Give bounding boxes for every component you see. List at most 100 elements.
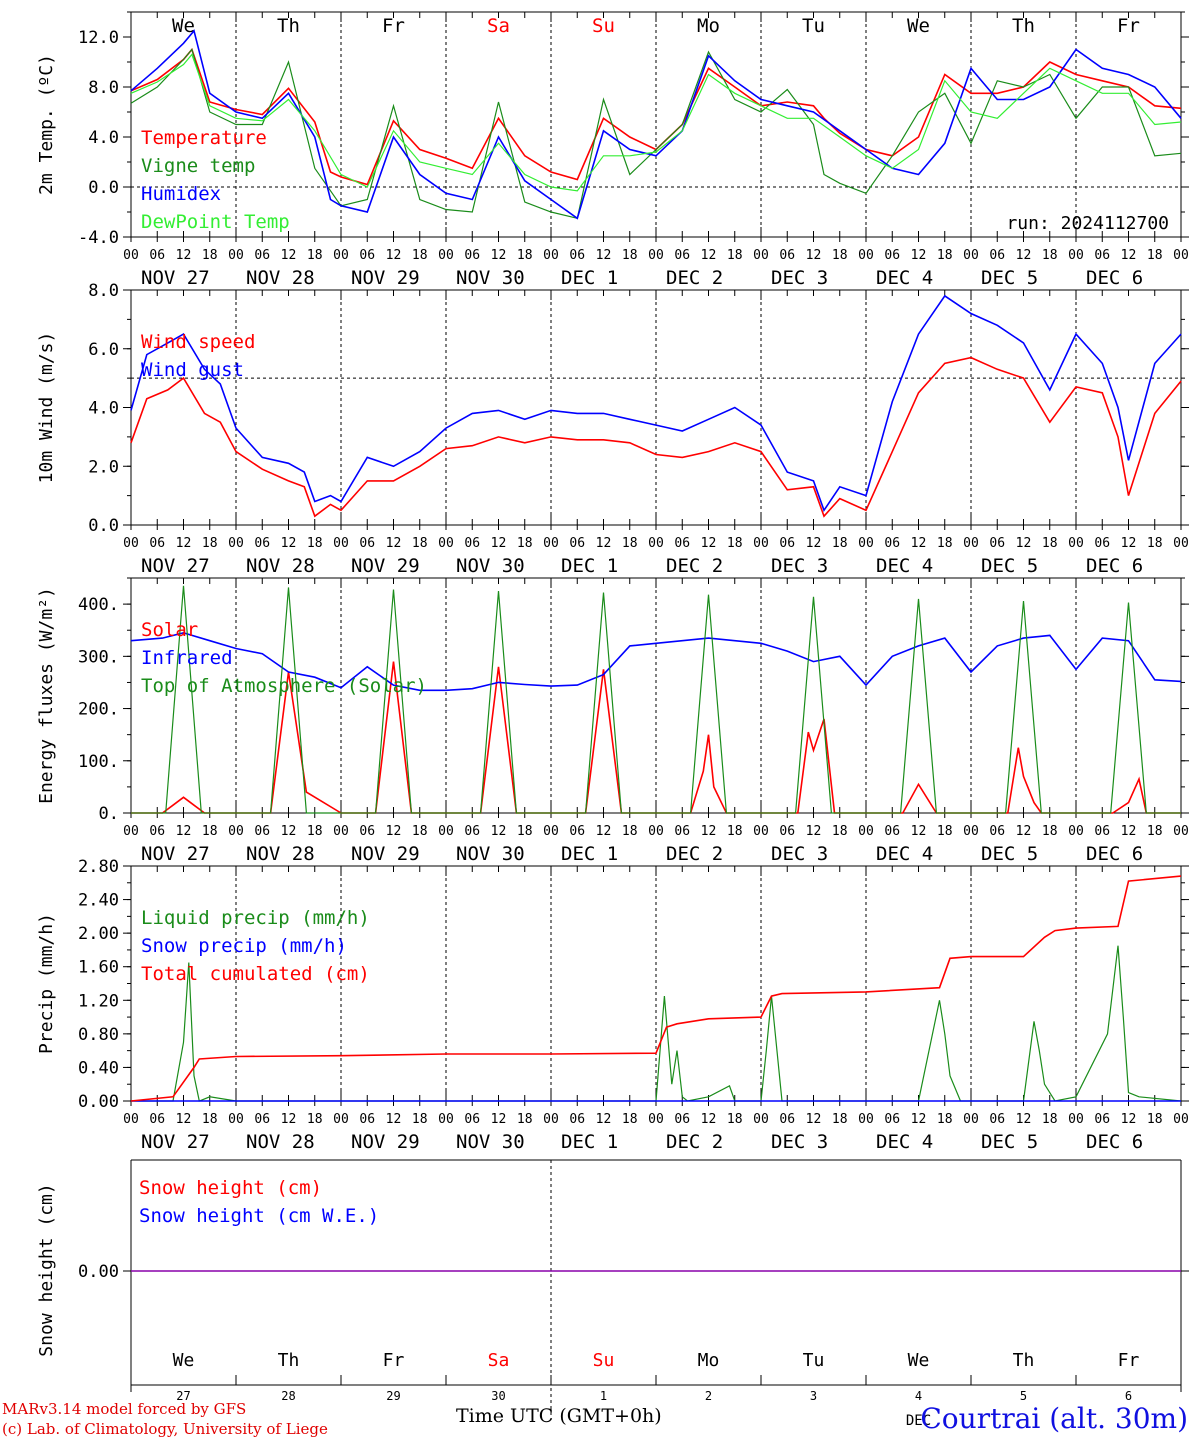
legend-entry: Wind speed <box>141 331 255 353</box>
x-tick-label: 06 <box>989 248 1005 263</box>
series-line-dewpoint-temp <box>130 53 1182 192</box>
x-tick-label: 06 <box>779 1112 795 1127</box>
run-annotation: run: 2024112700 <box>1006 213 1169 234</box>
x-tick-label: 00 <box>333 1112 349 1127</box>
y-axis-title: Precip (mm/h) <box>36 913 57 1054</box>
legend-entry: Top of Atmosphere (Solar) <box>141 675 427 697</box>
x-tick-label: 00 <box>858 1112 874 1127</box>
date-label: NOV 29 <box>351 555 420 577</box>
x-tick-label: 18 <box>1147 248 1163 263</box>
x-tick-label: 00 <box>438 248 454 263</box>
series-line-vigne-temp <box>130 48 1182 220</box>
x-tick-label: 00 <box>333 824 349 839</box>
date-label: DEC 5 <box>981 267 1038 289</box>
date-label: DEC 6 <box>1086 267 1143 289</box>
x-tick-label: 06 <box>884 248 900 263</box>
legend-entry: DewPoint Temp <box>141 211 290 233</box>
day-name-label: Tu <box>803 1350 825 1371</box>
y-tick-label: 200. <box>78 700 119 720</box>
day-name-label: Fr <box>1118 1350 1140 1371</box>
date-label: DEC 4 <box>876 843 933 865</box>
date-label: DEC 5 <box>981 1131 1038 1153</box>
legend-entry: Vigne temp <box>141 155 255 177</box>
day-name-label: We <box>908 1350 930 1371</box>
y-axis-title: Energy fluxes (W/m²) <box>36 587 57 804</box>
y-tick-label: 0.0 <box>88 178 119 198</box>
y-tick-label: 0.0 <box>88 516 119 536</box>
month-label: DEC <box>906 1413 931 1429</box>
station-name: Courtrai (alt. 30m) <box>920 1402 1188 1435</box>
x-tick-label: 06 <box>989 536 1005 551</box>
day-number-label: 1 <box>600 1389 607 1403</box>
date-label: DEC 4 <box>876 267 933 289</box>
x-tick-label: 18 <box>1147 824 1163 839</box>
x-tick-label: 00 <box>228 536 244 551</box>
day-number-label: 28 <box>281 1389 295 1403</box>
x-tick-label: 18 <box>622 824 638 839</box>
x-tick-label: 18 <box>937 824 953 839</box>
x-tick-label: 06 <box>149 1112 165 1127</box>
x-tick-label: 00 <box>438 824 454 839</box>
x-tick-label: 18 <box>1042 824 1058 839</box>
x-tick-label: 12 <box>386 824 402 839</box>
x-tick-label: 06 <box>674 824 690 839</box>
x-tick-label: 06 <box>884 824 900 839</box>
x-tick-label: 06 <box>254 536 270 551</box>
day-name-label: Mo <box>698 1350 720 1371</box>
x-tick-label: 12 <box>1016 1112 1032 1127</box>
x-tick-label: 18 <box>202 824 218 839</box>
date-label: DEC 6 <box>1086 1131 1143 1153</box>
day-name-label: We <box>907 15 930 37</box>
x-tick-label: 12 <box>176 248 192 263</box>
y-tick-label: 6.0 <box>88 340 119 360</box>
day-number-label: 4 <box>915 1389 922 1403</box>
legend-entry: Wind gust <box>141 359 244 381</box>
legend-entry: Snow precip (mm/h) <box>141 935 347 957</box>
x-tick-label: 12 <box>386 1112 402 1127</box>
x-tick-label: 18 <box>622 536 638 551</box>
day-number-label: 30 <box>491 1389 505 1403</box>
date-label: DEC 3 <box>771 267 828 289</box>
x-tick-label: 00 <box>1068 536 1084 551</box>
x-tick-label: 12 <box>1016 824 1032 839</box>
x-tick-label: 12 <box>596 248 612 263</box>
day-name-label: Su <box>593 1350 615 1371</box>
x-tick-label: 12 <box>596 1112 612 1127</box>
series-line-liquid-precip-mm-h- <box>131 945 1182 1102</box>
x-tick-label: 06 <box>1094 536 1110 551</box>
x-tick-label: 00 <box>963 1112 979 1127</box>
legend-entry: Infrared <box>141 647 233 669</box>
date-label: DEC 2 <box>666 843 723 865</box>
x-tick-label: 18 <box>1147 536 1163 551</box>
date-label: NOV 28 <box>246 843 315 865</box>
x-tick-label: 12 <box>596 824 612 839</box>
x-tick-label: 18 <box>202 248 218 263</box>
x-tick-label: 12 <box>491 1112 507 1127</box>
day-number-label: 2 <box>705 1389 712 1403</box>
x-tick-label: 00 <box>858 824 874 839</box>
x-tick-label: 18 <box>307 248 323 263</box>
x-tick-label: 06 <box>569 248 585 263</box>
x-tick-label: 00 <box>648 824 664 839</box>
x-tick-label: 18 <box>622 248 638 263</box>
legend-entry: Snow height (cm W.E.) <box>139 1205 379 1227</box>
x-tick-label: 12 <box>701 536 717 551</box>
x-axis-title: Time UTC (GMT+0h) <box>456 1405 662 1427</box>
x-tick-label: 12 <box>386 248 402 263</box>
x-tick-label: 12 <box>806 824 822 839</box>
day-number-label: 6 <box>1125 1389 1132 1403</box>
x-tick-label: 12 <box>911 1112 927 1127</box>
x-tick-label: 00 <box>228 824 244 839</box>
day-name-label: We <box>173 1350 195 1371</box>
x-tick-label: 06 <box>884 1112 900 1127</box>
x-tick-label: 00 <box>753 824 769 839</box>
x-tick-label: 00 <box>123 536 139 551</box>
x-tick-label: 00 <box>963 536 979 551</box>
x-tick-label: 00 <box>753 536 769 551</box>
series-line-solar <box>131 661 1181 814</box>
x-tick-label: 00 <box>123 824 139 839</box>
x-tick-label: 06 <box>149 248 165 263</box>
x-tick-label: 00 <box>228 1112 244 1127</box>
x-tick-label: 12 <box>281 248 297 263</box>
x-tick-label: 18 <box>412 536 428 551</box>
